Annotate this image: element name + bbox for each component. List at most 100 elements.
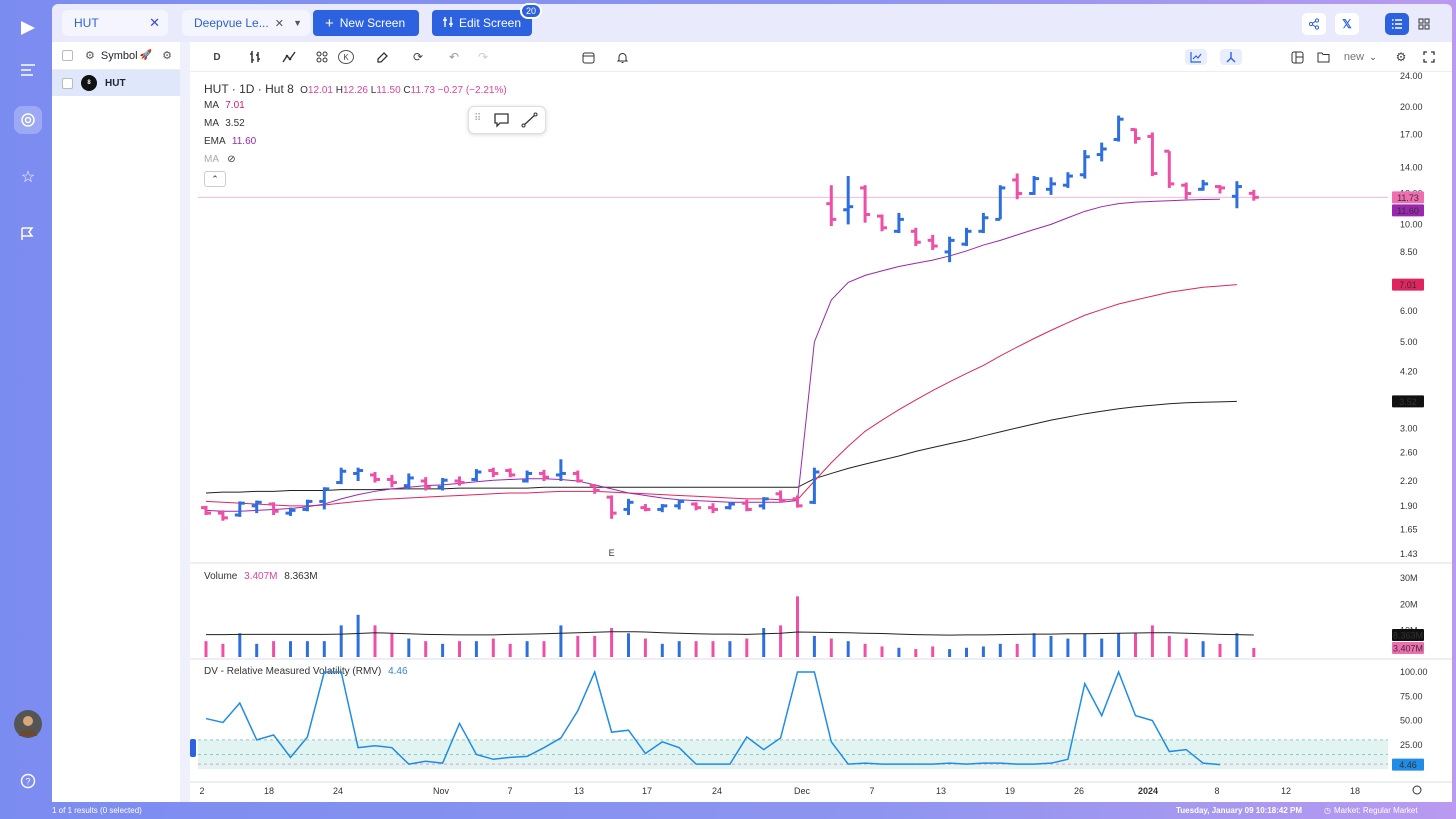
close-icon[interactable]: ✕ bbox=[149, 15, 160, 30]
app-logo-icon[interactable] bbox=[14, 14, 42, 42]
symbol-line: HUT · 1D · Hut 8 bbox=[204, 82, 294, 96]
layout-icon[interactable] bbox=[1288, 49, 1306, 65]
trendline-icon[interactable] bbox=[521, 112, 538, 133]
chart-panel: D K ⟳ ↶ ↷ bbox=[190, 42, 1452, 802]
bar-style-icon[interactable] bbox=[246, 49, 264, 65]
tab-symbol[interactable]: HUT ✕ bbox=[62, 10, 168, 36]
comment-icon[interactable] bbox=[493, 112, 510, 133]
x-axis-tick: 19 bbox=[1005, 786, 1015, 796]
list-item[interactable]: 8 HUT bbox=[52, 70, 180, 96]
grid-view-icon[interactable] bbox=[1412, 13, 1436, 35]
x-axis-tick: 2024 bbox=[1138, 786, 1158, 796]
column-header-symbol[interactable]: Symbol bbox=[100, 49, 138, 62]
low-value: 11.50 bbox=[376, 85, 401, 96]
panel-divider[interactable] bbox=[180, 42, 190, 802]
share-icon[interactable] bbox=[1302, 13, 1326, 35]
alert-bell-icon[interactable] bbox=[613, 49, 631, 65]
price-scale-icon[interactable] bbox=[1185, 49, 1207, 65]
flag-icon[interactable] bbox=[14, 220, 42, 248]
ma-slow-label: MA bbox=[204, 118, 219, 129]
results-count: 1 of 1 results (0 selected) bbox=[52, 806, 142, 815]
tab-screen[interactable]: Deepvue Le... ✕ ▼ bbox=[182, 10, 310, 36]
avatar[interactable] bbox=[14, 710, 42, 738]
symbol-legend: HUT · 1D · Hut 8 O12.01 H12.26 L11.50 C1… bbox=[204, 82, 507, 96]
volume-legend[interactable]: Volume 3.407M 8.363M bbox=[204, 571, 318, 582]
sync-crosshair-icon[interactable] bbox=[1220, 49, 1242, 65]
chevron-down-icon[interactable]: ⌄ bbox=[1369, 51, 1377, 62]
new-screen-button[interactable]: + New Screen bbox=[313, 10, 419, 36]
ema-badge-bg bbox=[1392, 204, 1424, 217]
gear-icon[interactable]: ⚙ bbox=[85, 50, 95, 62]
chevron-down-icon[interactable]: ▼ bbox=[293, 18, 302, 28]
rmv-legend[interactable]: DV - Relative Measured Volatility (RMV) … bbox=[204, 666, 408, 677]
star-icon[interactable]: ☆ bbox=[20, 169, 36, 186]
refresh-icon[interactable]: ⟳ bbox=[412, 50, 424, 64]
gear-icon[interactable]: ⚙ bbox=[1395, 50, 1407, 64]
low-label: L bbox=[370, 85, 377, 96]
company-logo: 8 bbox=[81, 75, 97, 91]
rmv-line bbox=[205, 669, 1221, 766]
ma-fast-badge-bg bbox=[1392, 278, 1424, 291]
row-checkbox[interactable] bbox=[62, 77, 73, 89]
volume-label: Volume bbox=[204, 571, 238, 582]
collapse-legend-button[interactable]: ⌃ bbox=[204, 171, 226, 187]
eraser-icon[interactable] bbox=[373, 49, 391, 65]
fullscreen-icon[interactable] bbox=[1420, 49, 1438, 65]
volume-axis-tick: 10M bbox=[1400, 626, 1418, 636]
x-axis-tick: 2 bbox=[199, 786, 204, 796]
top-bar: HUT ✕ Deepvue Le... ✕ ▼ + New Screen Edi… bbox=[52, 3, 1452, 42]
row-symbol: HUT bbox=[105, 77, 126, 89]
close-icon[interactable]: ✕ bbox=[274, 17, 284, 30]
ma-fast-legend[interactable]: MA 7.01 bbox=[204, 100, 245, 111]
last-price-badge: 11.73 bbox=[1397, 193, 1419, 203]
x-social-icon[interactable]: 𝕏 bbox=[1335, 13, 1359, 35]
market-status: Market: Regular Market bbox=[1334, 806, 1418, 815]
status-bar: 1 of 1 results (0 selected) Tuesday, Jan… bbox=[52, 802, 1452, 819]
settings-icon[interactable]: ⚙ bbox=[162, 50, 172, 62]
radar-icon[interactable] bbox=[14, 106, 42, 134]
eye-hidden-icon[interactable]: ⊘ bbox=[227, 154, 236, 165]
time-settings-icon bbox=[1412, 785, 1422, 795]
indicators-icon[interactable] bbox=[280, 49, 298, 65]
layout-name[interactable]: new bbox=[1343, 51, 1365, 63]
interval-button[interactable]: D bbox=[213, 51, 221, 63]
new-screen-label: New Screen bbox=[339, 16, 406, 30]
x-axis-tick: 13 bbox=[574, 786, 584, 796]
select-all-checkbox[interactable] bbox=[62, 50, 73, 61]
x-axis-tick: 7 bbox=[507, 786, 512, 796]
undo-icon[interactable]: ↶ bbox=[448, 50, 460, 64]
drawing-floating-toolbar: ⠿ bbox=[468, 106, 546, 134]
market-datetime: Tuesday, January 09 10:18:42 PM bbox=[1176, 806, 1302, 815]
menu-icon[interactable] bbox=[14, 56, 42, 84]
drag-handle-icon[interactable]: ⠿ bbox=[474, 113, 482, 124]
ema-label: EMA bbox=[204, 136, 226, 147]
ma-hidden-legend[interactable]: MA ⊘ bbox=[204, 154, 236, 165]
folder-icon[interactable] bbox=[1314, 49, 1332, 65]
volume-last-badge: 3.407M bbox=[1393, 643, 1423, 653]
last-price-badge-bg bbox=[1392, 191, 1424, 204]
ema-legend[interactable]: EMA 11.60 bbox=[204, 136, 256, 147]
ma-slow-badge: 3.52 bbox=[1399, 397, 1417, 407]
x-axis-tick: 24 bbox=[712, 786, 722, 796]
list-view-icon[interactable] bbox=[1385, 13, 1409, 35]
rmv-axis-tick: 100.00 bbox=[1400, 667, 1428, 677]
price-axis-tick: 5.00 bbox=[1400, 337, 1418, 347]
close-value: 11.73 bbox=[410, 85, 435, 96]
ma-slow-legend[interactable]: MA 3.52 bbox=[204, 118, 245, 129]
price-axis-tick: 1.90 bbox=[1400, 501, 1418, 511]
x-axis-tick: 12 bbox=[1281, 786, 1291, 796]
price-axis-tick: 2.60 bbox=[1400, 448, 1418, 458]
templates-icon[interactable] bbox=[313, 49, 331, 65]
edit-screen-button[interactable]: Edit Screen 20 bbox=[432, 3, 542, 36]
x-axis-tick: 18 bbox=[1350, 786, 1360, 796]
redo-icon[interactable]: ↷ bbox=[477, 50, 489, 64]
rocket-icon: 🚀 bbox=[139, 50, 153, 61]
help-icon[interactable]: ? bbox=[14, 767, 42, 795]
edit-screen-badge: 20 bbox=[519, 3, 542, 19]
x-axis-tick: 17 bbox=[642, 786, 652, 796]
ma-fast-value: 7.01 bbox=[225, 100, 245, 111]
ma-slow-line bbox=[205, 400, 1237, 494]
tab-symbol-label: HUT bbox=[74, 16, 99, 30]
k-button[interactable]: K bbox=[338, 50, 354, 64]
calendar-icon[interactable] bbox=[579, 49, 597, 65]
